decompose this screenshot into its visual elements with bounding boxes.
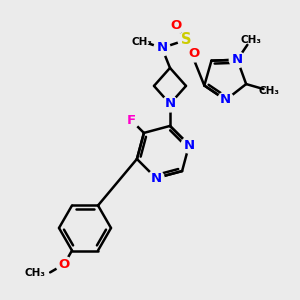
Circle shape <box>229 52 245 68</box>
Circle shape <box>186 46 202 62</box>
Circle shape <box>218 92 234 108</box>
Circle shape <box>56 256 72 272</box>
Text: CH₃: CH₃ <box>259 86 280 96</box>
Text: N: N <box>232 53 243 66</box>
Circle shape <box>181 137 197 153</box>
Text: CH₃: CH₃ <box>24 268 45 278</box>
Circle shape <box>123 112 139 128</box>
Text: F: F <box>127 114 136 127</box>
Text: O: O <box>170 20 182 32</box>
Circle shape <box>162 96 178 112</box>
Text: N: N <box>156 41 168 54</box>
Circle shape <box>168 18 184 34</box>
Text: CH₃: CH₃ <box>240 35 261 45</box>
Text: N: N <box>184 139 195 152</box>
Text: S: S <box>181 32 191 47</box>
Text: N: N <box>150 172 162 184</box>
Text: N: N <box>220 94 231 106</box>
Circle shape <box>148 170 164 186</box>
Circle shape <box>178 32 194 48</box>
Circle shape <box>154 40 170 56</box>
Text: O: O <box>188 47 200 60</box>
Text: O: O <box>58 258 70 271</box>
Text: CH₃: CH₃ <box>131 37 152 47</box>
Text: N: N <box>164 98 175 110</box>
